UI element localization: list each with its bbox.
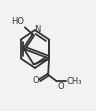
Text: HO: HO — [11, 17, 24, 26]
Text: O: O — [57, 82, 64, 91]
Text: CH₃: CH₃ — [66, 77, 82, 86]
Text: O: O — [32, 76, 39, 85]
Text: N: N — [34, 25, 41, 34]
